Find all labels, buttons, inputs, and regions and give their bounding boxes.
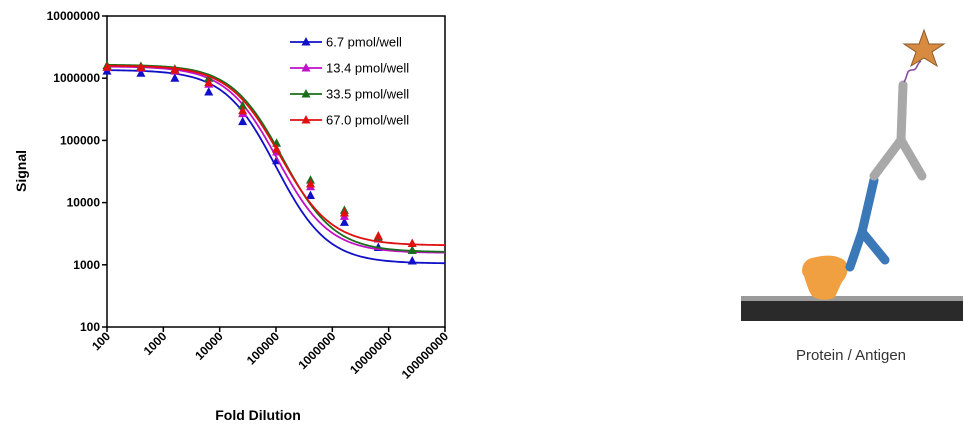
data-point [204, 86, 214, 96]
y-tick-label: 1000000 [53, 71, 100, 85]
plate-surface [741, 296, 963, 321]
antibody-diagram: Protein / Antigen [741, 28, 963, 364]
series-group [102, 62, 446, 248]
diagram-caption: Protein / Antigen [796, 347, 906, 364]
x-tick-label: 10000000 [347, 329, 395, 377]
legend-label: 13.4 pmol/well [326, 61, 409, 76]
y-tick-label: 100 [80, 320, 100, 334]
star-label-icon [902, 28, 946, 68]
data-point [339, 217, 349, 226]
data-point [272, 144, 282, 153]
data-point [204, 73, 214, 82]
series-fit-line [106, 65, 446, 254]
y-tick-label: 10000000 [47, 9, 101, 23]
data-point [407, 238, 417, 248]
data-point [170, 65, 180, 74]
antigen-blob [802, 255, 848, 300]
legend-label: 67.0 pmol/well [326, 113, 409, 128]
data-point [136, 62, 146, 72]
y-axis-title: Signal [13, 150, 29, 192]
data-point [238, 100, 248, 110]
y-axis-ticks: 100 1000 10000 100000 1000000 10000000 [47, 9, 107, 334]
data-point [407, 245, 417, 254]
legend-marker [301, 63, 311, 72]
series-group [102, 66, 446, 265]
legend-marker [301, 37, 311, 46]
x-tick-label: 100000 [244, 329, 282, 367]
x-tick-label: 10000 [192, 329, 226, 363]
linker-icon [903, 60, 922, 83]
legend: 6.7 pmol/well 13.4 pmol/well 33.5 pmol/wel… [290, 35, 409, 128]
data-point [305, 178, 315, 188]
y-tick-label: 10000 [67, 196, 101, 210]
data-point [305, 190, 315, 200]
legend-item: 13.4 pmol/well [290, 61, 409, 76]
data-point [407, 256, 417, 265]
dilution-chart: 100 1000 10000 100000 1000000 10000000 1000000… [13, 9, 451, 423]
legend-item: 67.0 pmol/well [290, 113, 409, 128]
x-tick-label: 1000 [141, 329, 170, 358]
legend-label: 33.5 pmol/well [326, 87, 409, 102]
series-layer [102, 60, 446, 265]
y-tick-label: 1000 [73, 258, 100, 272]
legend-item: 33.5 pmol/well [290, 87, 409, 102]
data-point [373, 231, 383, 240]
data-point [339, 208, 349, 217]
legend-marker [301, 89, 311, 98]
legend-marker [301, 115, 311, 124]
primary-antibody [845, 175, 890, 272]
legend-label: 6.7 pmol/well [326, 35, 402, 50]
data-point [170, 73, 180, 82]
legend-item: 6.7 pmol/well [290, 35, 402, 50]
x-tick-label: 100000000 [399, 329, 452, 382]
data-point [136, 68, 146, 77]
x-tick-label: 1000000 [296, 329, 339, 372]
x-axis-ticks: 100 1000 10000 100000 1000000 10000000 1000000… [89, 327, 451, 382]
secondary-antibody [869, 80, 927, 181]
series-fit-line [106, 69, 446, 265]
x-axis-title: Fold Dilution [215, 407, 301, 423]
data-point [204, 77, 214, 87]
data-point [238, 116, 248, 126]
data-point [102, 62, 112, 71]
y-tick-label: 100000 [60, 133, 100, 147]
data-point [238, 105, 248, 115]
